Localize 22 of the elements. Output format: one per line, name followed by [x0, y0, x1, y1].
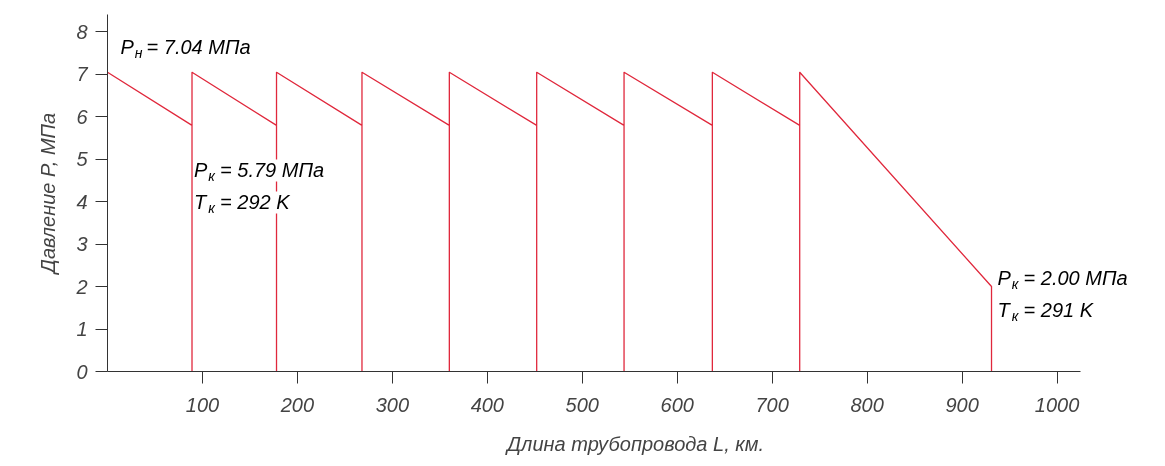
- y-tick-label: 7: [76, 63, 89, 85]
- x-tick-label: 500: [565, 393, 599, 416]
- y-tick-label: 5: [76, 148, 89, 170]
- y-axis-title: Давление P, МПа: [37, 112, 60, 276]
- x-tick-label: 800: [850, 393, 884, 416]
- x-tick-label: 600: [660, 393, 694, 416]
- y-tick-label: 6: [76, 105, 89, 128]
- x-tick-label: 400: [470, 393, 504, 416]
- x-tick-label: 1000: [1034, 393, 1080, 416]
- y-tick-label: 8: [76, 20, 88, 43]
- x-tick-label: 300: [375, 393, 410, 416]
- y-tick-label: 0: [76, 360, 88, 383]
- y-tick-label: 1: [76, 318, 88, 340]
- line-series: [107, 71, 993, 372]
- y-tick-label: 3: [76, 233, 88, 255]
- x-tick-label: 700: [755, 393, 789, 416]
- x-axis-title: Длина трубопровода L, км.: [505, 432, 764, 455]
- x-tick-label: 900: [945, 393, 979, 416]
- x-tick-label: 200: [279, 393, 315, 416]
- x-tick-label: 100: [185, 393, 220, 416]
- y-tick-label: 2: [75, 275, 88, 298]
- y-tick-label: 4: [76, 190, 88, 213]
